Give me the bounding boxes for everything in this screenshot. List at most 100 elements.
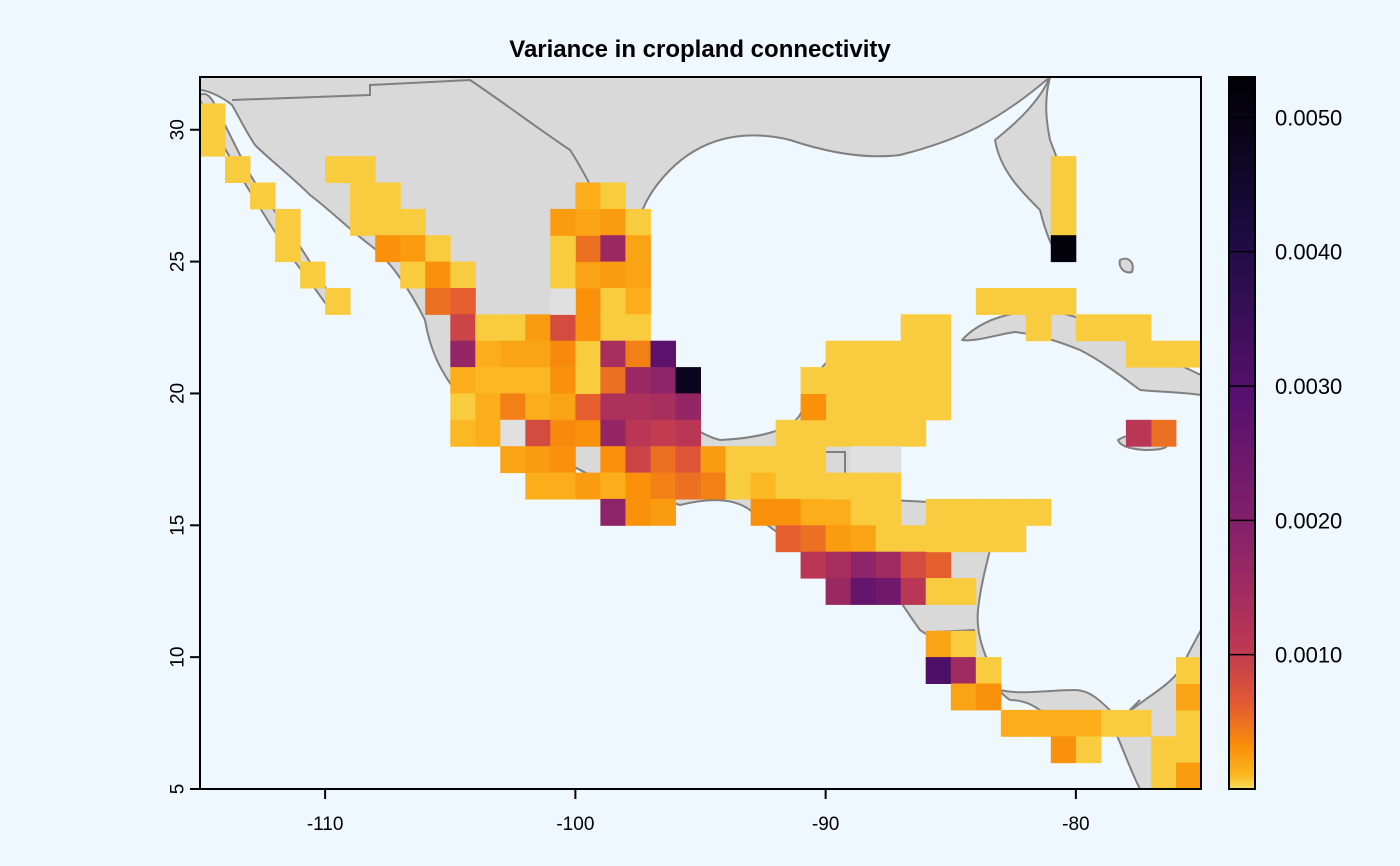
raster-cell [625, 235, 651, 263]
raster-cell [1150, 419, 1177, 447]
raster-cell [800, 525, 827, 553]
raster-cell [700, 472, 726, 500]
raster-cell [850, 367, 877, 394]
raster-cell [875, 551, 902, 579]
raster-cell [400, 208, 426, 236]
x-tick-label: -100 [556, 814, 594, 835]
raster-cell [1025, 709, 1052, 737]
raster-cell [550, 340, 576, 368]
raster-cell [675, 446, 701, 474]
raster-cell [425, 261, 451, 289]
raster-cell [400, 235, 426, 263]
y-tick-label: 10 [168, 647, 189, 668]
raster-cell [700, 446, 726, 474]
raster-cell [575, 235, 601, 263]
raster-cell [1050, 736, 1077, 764]
raster-cell [1176, 762, 1201, 789]
raster-cell [1075, 314, 1102, 342]
raster-cell [450, 367, 476, 394]
raster-cell [625, 472, 651, 500]
raster-cell [600, 393, 626, 421]
raster-cell [575, 367, 601, 394]
raster-cell [675, 472, 701, 500]
raster-cell [200, 103, 226, 131]
raster-cell [725, 472, 751, 500]
raster-cell [625, 261, 651, 289]
raster-cell [550, 288, 576, 315]
raster-cell [1100, 709, 1127, 737]
raster-cell [875, 446, 902, 474]
raster-cell [375, 182, 401, 210]
y-tick-label: 20 [168, 383, 189, 404]
raster-cell [875, 367, 902, 394]
raster-cell [850, 393, 877, 421]
raster-cell [500, 393, 526, 421]
raster-cell [500, 419, 526, 447]
raster-cell [1000, 498, 1027, 526]
raster-cell [1050, 288, 1077, 315]
raster-cell [800, 419, 827, 447]
y-axis: 5 10 15 20 25 30 [168, 77, 201, 794]
raster-cell [1201, 684, 1227, 711]
raster-cell [925, 525, 952, 553]
raster-cell [350, 182, 376, 210]
raster-cell [525, 472, 551, 500]
colorbar: 0.0010 0.0020 0.0030 0.0040 0.0050 [1228, 76, 1342, 790]
raster-cell [750, 446, 777, 474]
raster-cell [775, 446, 802, 474]
raster-cell [925, 657, 952, 684]
raster-cell [800, 551, 827, 579]
y-tick-label: 15 [168, 515, 189, 536]
raster-cell [625, 393, 651, 421]
raster-cell [875, 525, 902, 553]
raster-cell [650, 340, 676, 368]
raster-cell [800, 472, 827, 500]
raster-cell [1201, 736, 1227, 763]
raster-cell [575, 182, 601, 210]
raster-cell [625, 419, 651, 447]
raster-cell [550, 261, 576, 289]
raster-cell [600, 182, 626, 210]
raster-cell [650, 498, 676, 526]
raster-cell [550, 208, 576, 236]
raster-cell [550, 314, 576, 342]
raster-cell [900, 525, 927, 553]
raster-cell [500, 446, 526, 474]
raster-cell [475, 393, 501, 421]
raster-cell [600, 340, 626, 368]
raster-cell [600, 261, 626, 289]
raster-cell [600, 314, 626, 342]
raster-cell [925, 367, 952, 394]
raster-cell [1050, 182, 1077, 210]
raster-cells [200, 103, 1227, 789]
raster-cell [1176, 340, 1201, 368]
raster-cell [1176, 683, 1201, 711]
colorbar-scale [1228, 76, 1256, 790]
raster-cell [1201, 631, 1227, 658]
raster-cell [475, 314, 501, 342]
raster-cell [925, 498, 952, 526]
raster-cell [825, 393, 852, 421]
raster-cell [850, 446, 877, 474]
raster-cell [650, 393, 676, 421]
raster-cell [300, 261, 326, 289]
raster-cell [400, 261, 426, 289]
raster-cell [525, 314, 551, 342]
raster-cell [775, 525, 802, 553]
raster-cell [625, 288, 651, 315]
raster-cell [825, 525, 852, 553]
raster-cell [850, 472, 877, 500]
raster-cell [275, 235, 301, 263]
raster-cell [675, 367, 701, 394]
raster-cell [575, 340, 601, 368]
raster-cell [550, 472, 576, 500]
raster-cell [850, 498, 877, 526]
raster-cell [550, 446, 576, 474]
raster-cell [675, 393, 701, 421]
raster-cell [1150, 762, 1177, 789]
raster-cell [425, 235, 451, 263]
raster-cell [950, 578, 977, 605]
raster-cell [625, 498, 651, 526]
map-title: Variance in cropland connectivity [509, 36, 891, 63]
raster-cell [950, 657, 977, 684]
